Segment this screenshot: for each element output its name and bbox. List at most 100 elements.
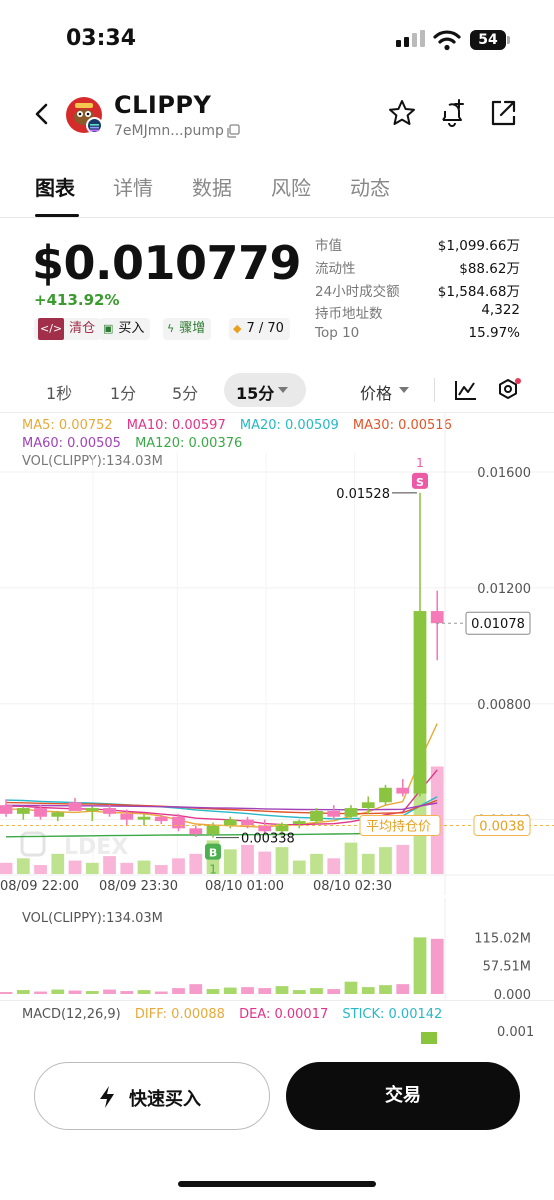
interval-active-pill — [224, 373, 306, 407]
buy-marker-count: 1 — [209, 863, 217, 877]
ma10-label: MA10: 0.00597 — [126, 418, 226, 433]
overlay-volume-bar — [292, 860, 306, 874]
interval-15m[interactable]: 15分 — [236, 384, 275, 403]
volume-bar — [154, 991, 168, 994]
stat-value-top10: 15.97% — [468, 325, 520, 341]
volume-bar — [275, 986, 289, 994]
y-tick-label: 0.01600 — [477, 466, 531, 481]
chip-label: 7 / 70 — [246, 321, 284, 336]
tab-bar: 图表 详情 数据 风险 动态 — [0, 172, 554, 218]
overlay-volume-bar — [223, 849, 237, 874]
overlay-volume-bar — [172, 858, 185, 874]
toolbar-divider — [434, 378, 435, 402]
overlay-volume-bar — [361, 853, 375, 874]
code-icon: </> — [38, 318, 65, 340]
candle-body — [206, 825, 220, 835]
overlay-volume-bar — [379, 847, 392, 874]
candle-body — [0, 805, 13, 814]
volume-bar — [206, 989, 220, 994]
trade-button[interactable]: 交易 — [286, 1062, 520, 1130]
volume-bar — [396, 984, 410, 994]
interval-1s[interactable]: 1秒 — [46, 384, 73, 403]
macd-legend: MACD(12,26,9) DIFF: 0.00088 DEA: 0.00017… — [22, 1007, 452, 1022]
candle-body — [275, 823, 289, 832]
volume-bar — [172, 988, 185, 994]
candle-body — [85, 808, 99, 811]
chip-surge[interactable]: ϟ 骤增 — [163, 318, 212, 340]
trade-label: 交易 — [385, 1085, 421, 1106]
sell-marker-count: 1 — [416, 456, 424, 470]
volume-bar — [223, 987, 237, 994]
overlay-volume-bar — [344, 842, 358, 874]
tab-activity[interactable]: 动态 — [350, 176, 390, 200]
chip-buy[interactable]: ▣ 买入 — [99, 318, 151, 340]
share-icon[interactable] — [488, 98, 518, 128]
current-price-box — [465, 611, 531, 635]
chip-score[interactable]: ◆ 7 / 70 — [229, 318, 290, 340]
stat-value-24h-volume: $1,584.68万 — [437, 284, 520, 300]
macd-dea: DEA: 0.00017 — [239, 1007, 329, 1022]
avg-cost-label: 平均持仓价 — [366, 819, 431, 834]
wallet-icon: ▣ — [103, 322, 114, 335]
current-price: $0.010779 — [32, 236, 302, 290]
price-change: +413.92% — [34, 291, 120, 309]
chip-label: 骤增 — [179, 321, 206, 336]
macd-bar — [421, 1032, 437, 1044]
settings-icon[interactable] — [496, 378, 522, 402]
x-tick-label: 08/09 22:00 — [0, 879, 79, 894]
candle-body — [379, 787, 392, 803]
chip-clear-position[interactable]: </> 清仓 — [34, 318, 102, 340]
price-selector[interactable]: 价格 — [360, 384, 393, 403]
status-time: 03:34 — [66, 26, 137, 51]
ma-legend-row1: MA5: 0.00752 MA10: 0.00597 MA20: 0.00509… — [22, 418, 462, 433]
watermark-logo-icon — [20, 831, 46, 857]
volume-chart: VOL(CLIPPY):134.03M 115.02M 57.51M 0.000 — [0, 898, 531, 1000]
volume-bar — [413, 937, 427, 994]
token-address: 7eMJmn...pump — [114, 123, 224, 139]
volume-bar — [0, 992, 13, 994]
ma-line — [6, 723, 438, 828]
overlay-volume-bar — [327, 858, 341, 874]
candle-body — [258, 825, 272, 832]
quick-buy-button[interactable]: 快速买入 — [34, 1062, 270, 1130]
indicator-chart-icon[interactable] — [454, 379, 478, 401]
star-icon[interactable] — [387, 98, 417, 128]
chevron-down-icon — [399, 387, 409, 393]
tab-data[interactable]: 数据 — [192, 176, 232, 200]
tab-risk[interactable]: 风险 — [271, 176, 311, 200]
volume-bar — [258, 988, 272, 994]
chip-label: 清仓 — [69, 321, 96, 336]
copy-icon[interactable] — [226, 124, 240, 138]
high-label: 0.01528 — [336, 487, 390, 502]
interval-5m[interactable]: 5分 — [172, 384, 199, 403]
overlay-volume-bar — [241, 844, 254, 874]
macd-divider — [0, 1000, 554, 1001]
macd-tick-label: 0.001 — [497, 1025, 535, 1040]
overlay-volume-bar — [396, 844, 410, 874]
stat-label-holders: 持币地址数 — [315, 306, 383, 322]
overlay-volume-bar — [68, 860, 82, 874]
volume-bar — [68, 990, 82, 994]
tab-chart[interactable]: 图表 — [35, 176, 75, 200]
overlay-volume-bar — [51, 853, 65, 874]
candle-body — [34, 808, 47, 817]
volume-y-tick-label: 57.51M — [483, 960, 531, 975]
candle-body — [68, 802, 82, 811]
candle-body — [396, 787, 410, 794]
volume-title: VOL(CLIPPY):134.03M — [22, 911, 163, 926]
candle-body — [137, 816, 151, 820]
tab-details[interactable]: 详情 — [113, 176, 153, 200]
candle-body — [241, 819, 254, 826]
chip-label: 买入 — [118, 321, 145, 336]
overlay-volume-bar — [154, 865, 168, 874]
stat-value-liquidity: $88.62万 — [459, 261, 520, 277]
back-icon[interactable] — [30, 100, 54, 128]
chevron-down-icon — [278, 387, 288, 393]
chain-badge-icon — [86, 117, 103, 134]
candle-body — [189, 828, 203, 835]
bell-plus-icon[interactable] — [437, 98, 467, 128]
interval-1m[interactable]: 1分 — [110, 384, 137, 403]
signal-icon — [396, 30, 425, 47]
low-label: 0.00338 — [241, 832, 295, 847]
